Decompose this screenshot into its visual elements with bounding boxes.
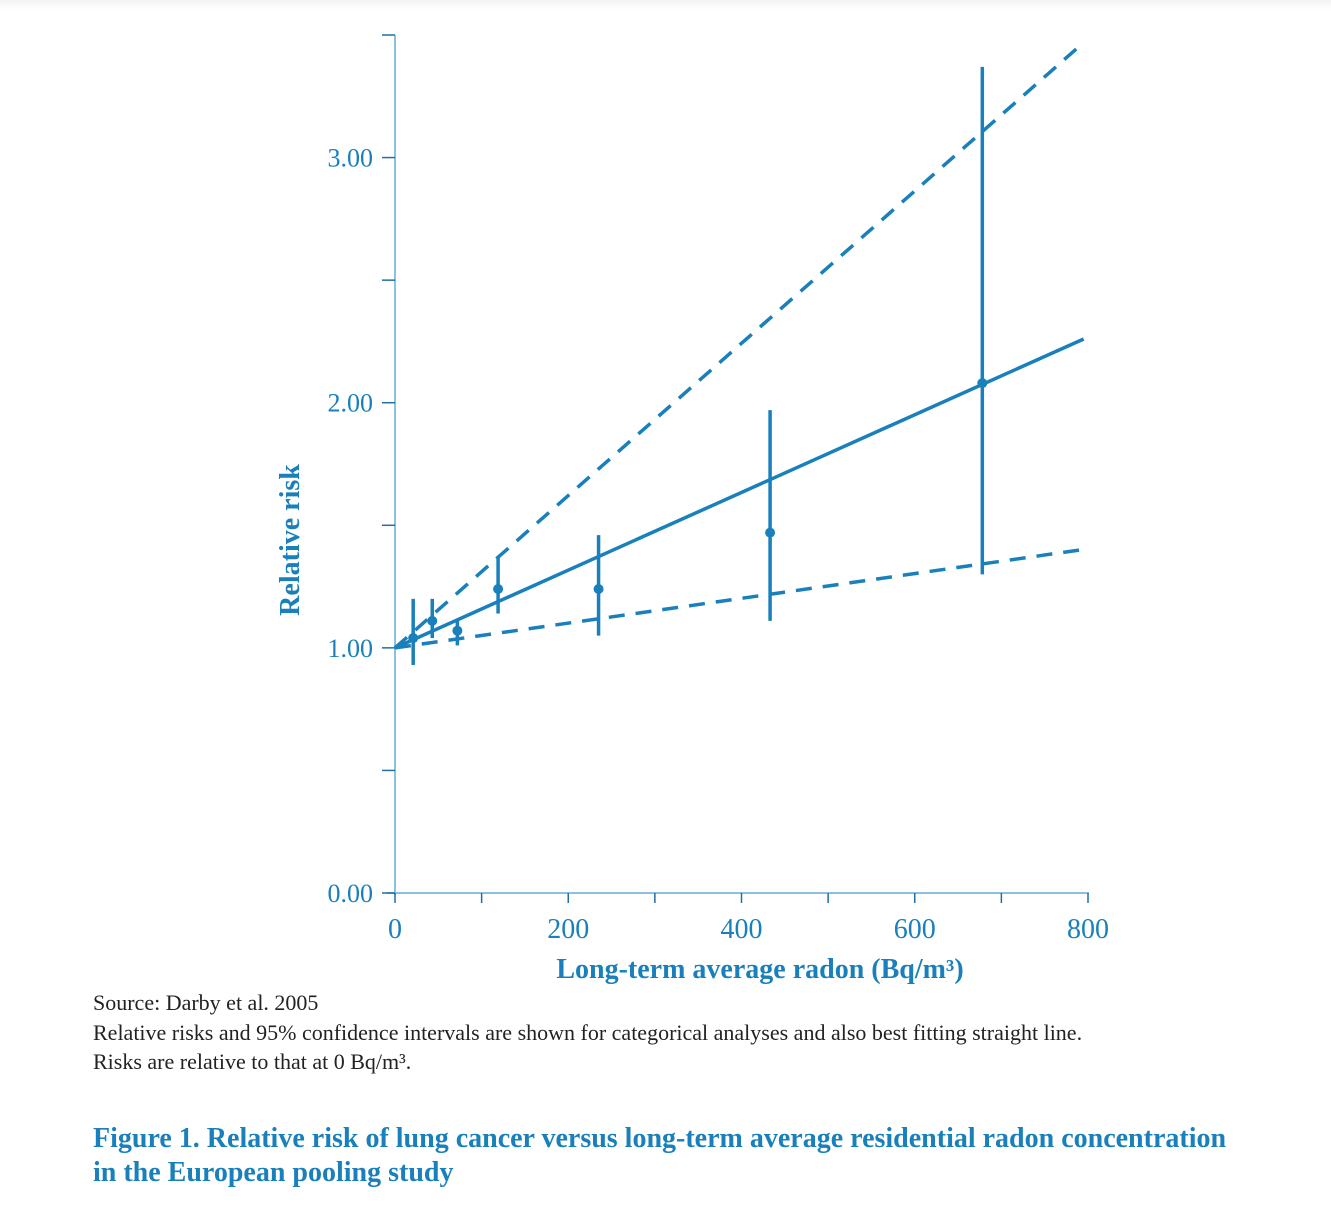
data-point: [408, 633, 419, 644]
ci-dashed-line: [393, 43, 1083, 650]
y-tick-label: 0.00: [328, 879, 374, 908]
x-tick-label: 200: [547, 914, 589, 945]
data-point: [977, 378, 988, 389]
x-tick-label: 800: [1067, 914, 1109, 945]
y-tick-label: 3.00: [328, 144, 374, 173]
chart: 0.00 1.00 2.00 3.00 0 200 400 600 800 Long-term …: [275, 34, 1109, 985]
x-tick-label: 0: [388, 914, 402, 945]
description-note: Relative risks and 95% confidence interv…: [93, 1020, 1083, 1045]
figure-caption: Figure 1. Relative risk of lung cancer v…: [93, 1123, 1227, 1188]
x-tick-label: 600: [894, 914, 936, 945]
ci-dashed-line: [394, 548, 1082, 650]
data-points: [408, 66, 988, 666]
page-top-edge: [0, 0, 1331, 10]
data-point: [452, 625, 463, 636]
x-tick-label: 400: [721, 914, 763, 945]
y-tick-label: 1.00: [328, 634, 374, 663]
y-tick-label: 2.00: [328, 389, 374, 418]
fit-line: [394, 337, 1085, 650]
data-point: [765, 527, 776, 538]
source-note: Source: Darby et al. 2005: [93, 990, 319, 1015]
y-axis-title: Relative risk: [275, 464, 306, 616]
data-point: [427, 615, 438, 626]
data-point: [493, 584, 504, 595]
fit-lines: [393, 43, 1085, 650]
reference-note: Risks are relative to that at 0 Bq/m³.: [93, 1049, 412, 1074]
axes: 0.00 1.00 2.00 3.00 0 200 400 600 800: [328, 34, 1109, 945]
data-point: [593, 584, 604, 595]
x-axis-title: Long-term average radon (Bq/m³): [556, 954, 963, 985]
